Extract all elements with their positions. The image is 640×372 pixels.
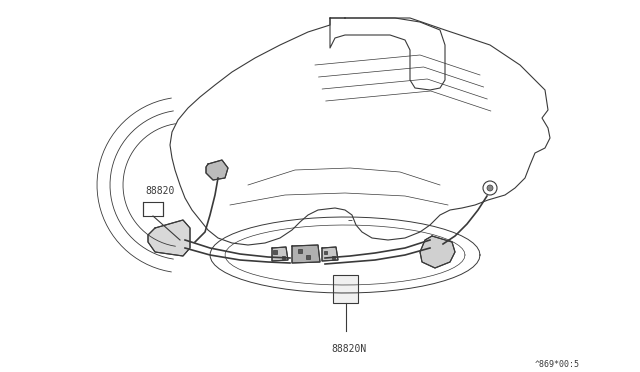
Polygon shape [272, 247, 288, 261]
Bar [307, 255, 310, 259]
Bar [333, 275, 358, 303]
Bar [143, 202, 163, 216]
Polygon shape [322, 247, 338, 261]
Bar [332, 256, 335, 259]
Circle shape [487, 185, 493, 191]
Text: –: – [348, 215, 353, 225]
Text: 88820N: 88820N [331, 344, 366, 354]
Bar [323, 250, 326, 253]
Text: ^869*00:5: ^869*00:5 [535, 360, 580, 369]
Bar [273, 250, 276, 254]
Bar [298, 249, 301, 253]
Bar [282, 256, 285, 259]
Text: 88820: 88820 [145, 186, 174, 196]
Polygon shape [292, 245, 320, 263]
Polygon shape [420, 236, 455, 268]
Polygon shape [206, 160, 228, 180]
Polygon shape [148, 220, 190, 256]
